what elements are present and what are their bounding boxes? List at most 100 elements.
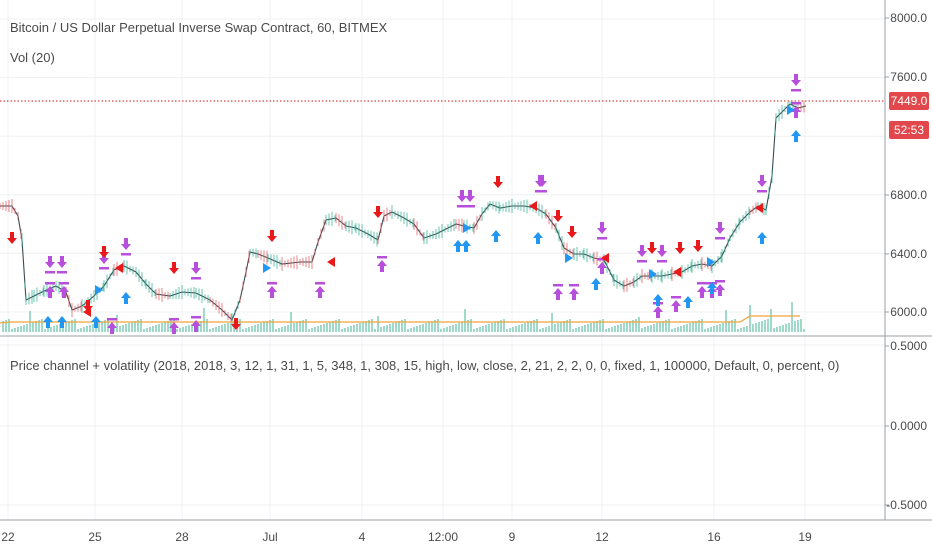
volume-bar: [449, 326, 451, 332]
direction-marker: [649, 269, 657, 279]
volume-bar: [644, 327, 646, 332]
exit-up-arrow: [107, 322, 117, 334]
volume-bar: [179, 328, 181, 332]
volume-bar: [248, 327, 250, 332]
volume-bar: [479, 327, 481, 332]
volume-bar: [698, 320, 700, 332]
volume-bar: [635, 319, 637, 332]
time-axis-label: 12:00: [428, 530, 458, 544]
exit-bar: [45, 282, 55, 285]
volume-bar: [254, 325, 256, 332]
volume-bar: [683, 325, 685, 332]
volume-bar: [737, 329, 739, 332]
volume-bar: [590, 323, 592, 332]
volume-bar: [629, 321, 631, 332]
volume-bar: [377, 316, 379, 332]
volume-bar: [548, 326, 550, 332]
volume-bar: [659, 322, 661, 332]
volume-bar: [653, 324, 655, 332]
volume-bar: [71, 320, 73, 332]
last-price-tag: 7449.0: [889, 92, 929, 110]
volume-bar: [500, 320, 502, 332]
exit-down-arrow: [791, 74, 801, 86]
volume-bar: [617, 325, 619, 332]
volume-bar: [284, 326, 286, 332]
exit-bar: [671, 296, 681, 299]
countdown-tag: 52:53: [889, 121, 929, 139]
indicator-label[interactable]: Price channel + volatility (2018, 2018, …: [10, 358, 840, 373]
volume-bar: [467, 320, 469, 332]
volume-bar: [749, 305, 751, 332]
volume-bar: [713, 326, 715, 332]
volume-bar: [128, 323, 130, 332]
exit-bar: [107, 318, 117, 321]
short-entry-arrow: [267, 230, 277, 242]
volume-bar: [263, 322, 265, 332]
exit-up-arrow: [569, 288, 579, 300]
volume-bar: [668, 319, 670, 332]
exit-down-arrow: [191, 262, 201, 274]
volume-bar: [446, 327, 448, 332]
volume-bar: [536, 319, 538, 332]
volume-bar: [317, 326, 319, 332]
indicator-axis-label: 0.5000: [890, 339, 927, 353]
short-entry-arrow: [373, 206, 383, 218]
direction-marker: [327, 257, 335, 267]
volume-bar: [506, 329, 508, 332]
direction-marker: [463, 223, 471, 233]
volume-bar: [389, 324, 391, 332]
volume-bar: [443, 328, 445, 332]
time-axis-label: 22: [1, 530, 15, 544]
volume-bar: [308, 329, 310, 332]
exit-bar: [791, 102, 801, 105]
volume-bar: [8, 319, 10, 332]
volume-bar: [365, 321, 367, 332]
volume-bar: [395, 322, 397, 332]
volume-bar: [587, 324, 589, 332]
volume-bar: [779, 326, 781, 332]
exit-bar: [697, 282, 707, 285]
exit-bar: [791, 89, 801, 92]
volume-bar: [758, 322, 760, 332]
exit-bar: [315, 282, 325, 285]
volume-bar: [488, 324, 490, 332]
volume-bar: [431, 321, 433, 332]
volume-bar: [329, 322, 331, 332]
volume-bar: [11, 329, 13, 332]
volume-bar: [164, 322, 166, 332]
volume-bar: [35, 321, 37, 332]
volume-bar: [725, 310, 727, 332]
price-axis-label: 8000.0: [890, 11, 927, 25]
exit-bar: [191, 277, 201, 280]
volume-bar: [53, 326, 55, 332]
exit-up-arrow: [653, 306, 663, 318]
volume-bar: [47, 328, 49, 332]
volume-bar: [701, 319, 703, 332]
volume-bar: [740, 328, 742, 332]
price-axis-label: 6400.0: [890, 247, 927, 261]
volume-bar: [278, 328, 280, 332]
volume-bar: [800, 319, 802, 332]
indicator-axis-label: -0.5000: [886, 498, 927, 512]
volume-bar: [215, 327, 217, 332]
exit-bar: [377, 256, 387, 259]
volume-bar: [782, 325, 784, 332]
volume-bar: [401, 320, 403, 332]
volume-bar: [563, 321, 565, 332]
volume-indicator-label[interactable]: Vol (20): [10, 50, 55, 65]
volume-bar: [65, 322, 67, 332]
exit-up-arrow: [191, 320, 201, 332]
time-axis-label: Jul: [262, 530, 277, 544]
volume-bar: [125, 324, 127, 332]
volume-bar: [89, 325, 91, 332]
exit-bar: [657, 260, 667, 263]
volume-bar: [572, 329, 574, 332]
volume-bar: [203, 308, 205, 332]
volume-bar: [524, 323, 526, 332]
volume-bar: [656, 323, 658, 332]
volume-bar: [323, 324, 325, 332]
exit-bar: [757, 190, 767, 193]
volume-bar: [497, 321, 499, 332]
volume-bar: [353, 325, 355, 332]
